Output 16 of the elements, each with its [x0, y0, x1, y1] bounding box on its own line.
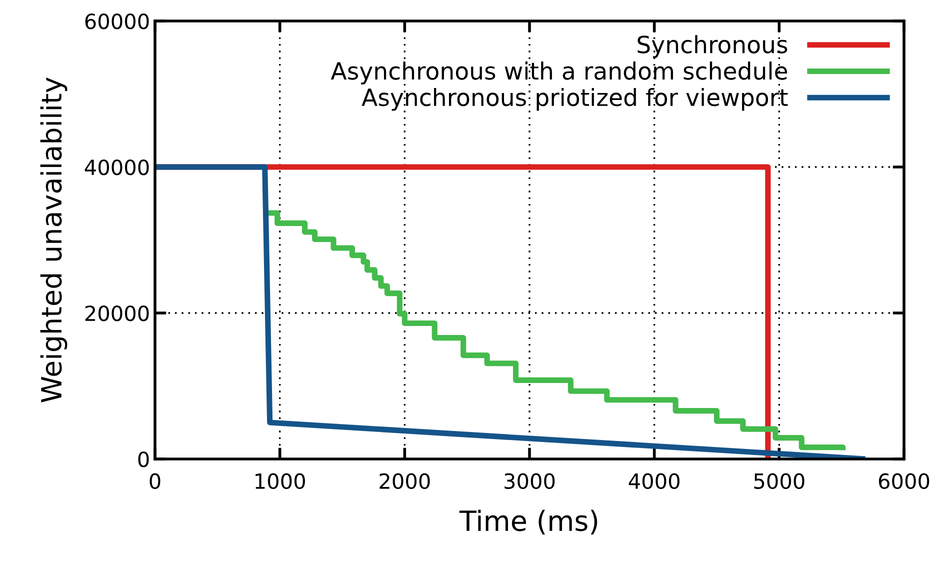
- legend-label: Asynchronous priotized for viewport: [362, 88, 788, 111]
- legend-label: Synchronous: [638, 35, 788, 58]
- x-tick-label: 2000: [380, 473, 430, 490]
- x-tick-label: 0: [150, 473, 160, 490]
- y-tick-label: 60000: [85, 13, 149, 30]
- y-tick-label: 20000: [85, 305, 149, 322]
- x-axis-title: Time (ms): [459, 510, 598, 534]
- legend-label: Asynchronous with a random schedule: [330, 62, 788, 84]
- x-tick-label: 3000: [504, 473, 555, 490]
- x-tick-label: 6000: [878, 473, 930, 490]
- x-tick-label: 4000: [628, 473, 680, 490]
- y-tick-label: 40000: [84, 159, 149, 176]
- x-tick-label: 5000: [754, 473, 804, 490]
- x-tick-label: 1000: [256, 473, 305, 490]
- y-axis-title: Weighted unavailability: [40, 78, 68, 402]
- y-tick-label: 0: [138, 451, 149, 468]
